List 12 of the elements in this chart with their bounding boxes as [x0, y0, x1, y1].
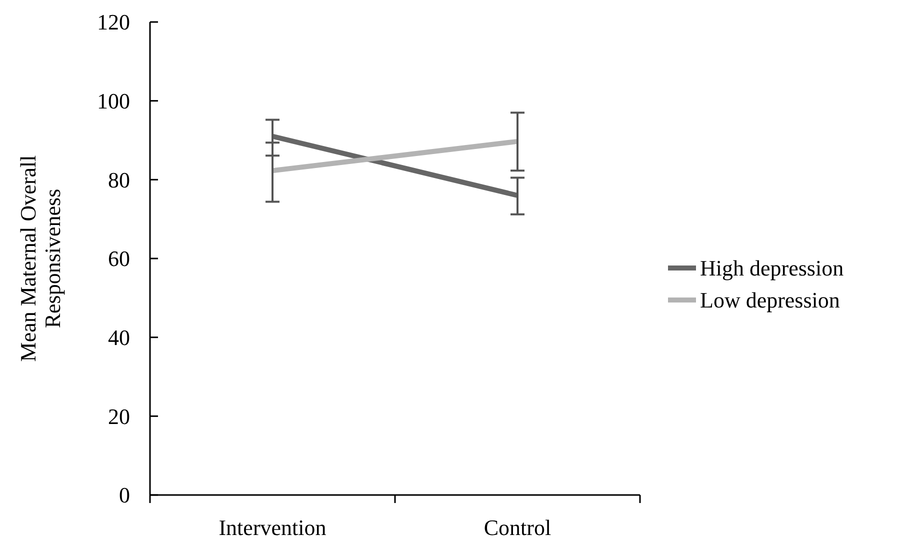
y-axis-title: Mean Maternal Overall Responsiveness: [16, 155, 65, 362]
x-tick-label: Intervention: [218, 515, 326, 540]
y-tick-label: 40: [108, 325, 130, 350]
y-tick-label: 120: [97, 10, 130, 35]
legend-label: High depression: [700, 256, 844, 281]
x-tick-label: Control: [484, 515, 552, 540]
legend-label: Low depression: [700, 288, 840, 313]
y-tick-label: 100: [97, 88, 130, 114]
y-tick-label: 20: [108, 404, 130, 429]
y-tick-label: 0: [119, 482, 130, 508]
y-tick-label: 60: [108, 246, 130, 272]
y-tick-label: 80: [108, 167, 130, 192]
